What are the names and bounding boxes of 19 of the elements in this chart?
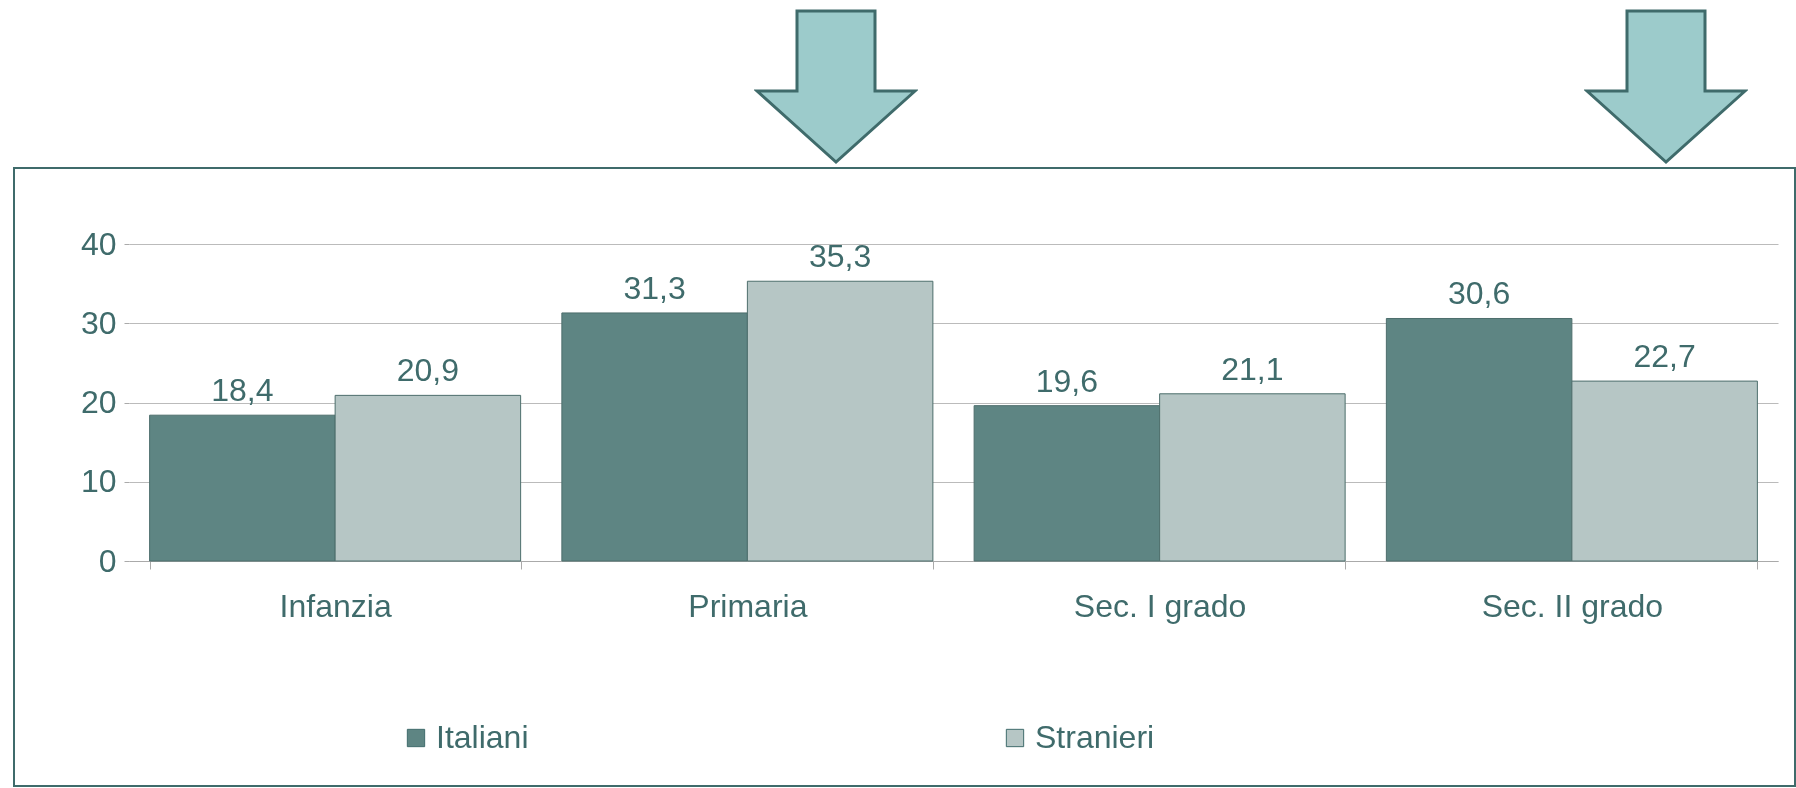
x-tick-label: Infanzia bbox=[279, 587, 392, 624]
data-label: 21,1 bbox=[1221, 350, 1284, 387]
y-tick-label: 0 bbox=[98, 542, 117, 579]
data-label: 20,9 bbox=[396, 352, 460, 389]
data-label: 30,6 bbox=[1447, 275, 1511, 312]
legend-label: Stranieri bbox=[1035, 719, 1155, 755]
data-label: 35,3 bbox=[808, 238, 872, 275]
legend-label: Italiani bbox=[436, 719, 529, 755]
y-tick-label: 20 bbox=[80, 384, 117, 420]
y-tick-label: 10 bbox=[80, 463, 117, 500]
y-tick-label: 40 bbox=[80, 225, 117, 262]
x-tick-label: Sec. II grado bbox=[1481, 587, 1664, 624]
y-tick-label: 30 bbox=[80, 304, 117, 341]
x-tick-label: Primaria bbox=[688, 587, 808, 624]
data-label: 18,4 bbox=[211, 372, 274, 409]
data-label: 19,6 bbox=[1035, 362, 1099, 399]
data-label: 31,3 bbox=[623, 269, 686, 306]
x-tick-label: Sec. I grado bbox=[1073, 587, 1247, 624]
data-label: 22,7 bbox=[1633, 338, 1696, 375]
